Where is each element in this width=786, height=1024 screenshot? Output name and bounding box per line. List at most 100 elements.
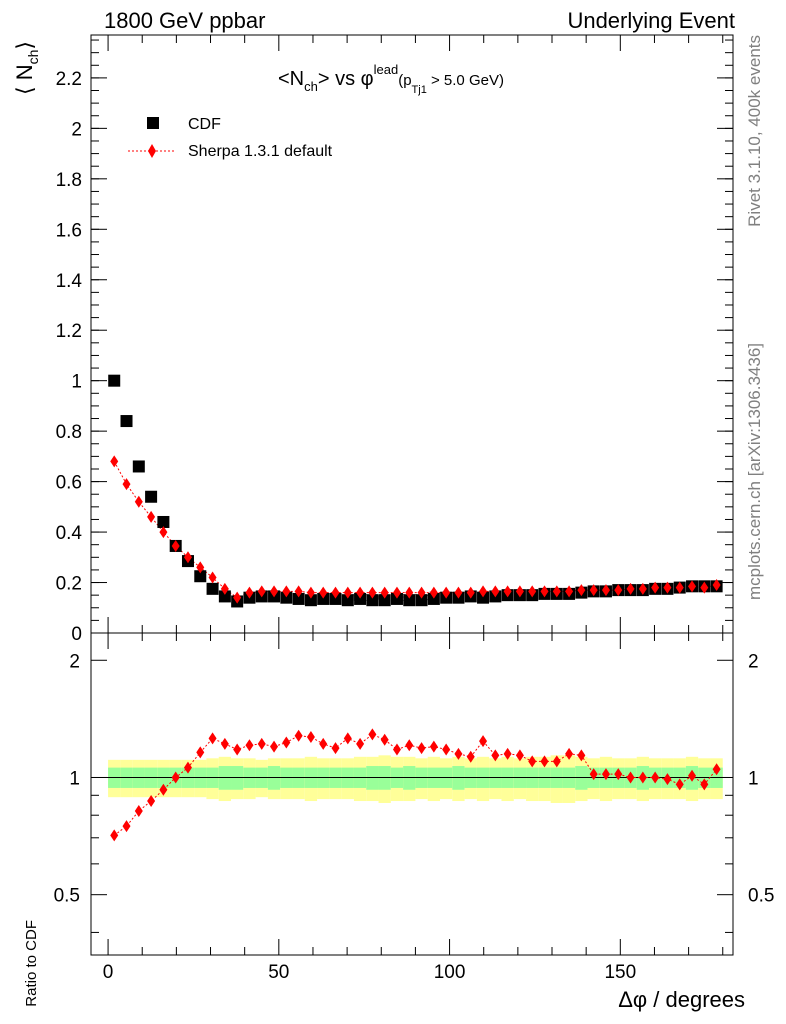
ratio-point [565,747,574,760]
ratio-panel-frame [90,632,734,956]
sherpa-point [257,585,266,598]
cdf-point [427,592,440,605]
sherpa-point [134,495,143,508]
title-part-cut: > 5.0 GeV) [427,72,504,89]
cdf-point [280,591,293,604]
sherpa-point [466,586,475,599]
sherpa-point [454,586,463,599]
sherpa-point [626,582,635,595]
ratio-point [417,742,426,755]
sherpa-point [589,584,598,597]
sherpa-point [417,586,426,599]
main-title: <Nch> vs φlead(pTj1 > 5.0 GeV) [278,62,504,96]
sherpa-point [405,586,414,599]
title-part-lead: lead [374,62,399,77]
sherpa-point [651,581,660,594]
cdf-point [304,594,317,607]
sherpa-point [368,586,377,599]
title-part-mid: > vs [318,68,361,90]
sherpa-point [356,586,365,599]
ylabel-open: ⟨ N [12,64,37,95]
title-part-tj1: Tj1 [412,84,427,96]
main-axis-ticks: 0 0.2 0.4 0.6 0.8 1 1.2 1.4 1.6 1.8 2 2.2 [56,35,733,645]
cdf-point [403,594,416,607]
y-tick-label: 0.4 [56,523,83,544]
cdf-point [145,490,158,503]
main-panel: mcplots.cern.ch 00.20.40.60.811.21.41.61… [12,34,734,645]
main-y-label: ⟨ Nch⟩ [12,41,41,95]
ylabel-close: ⟩ [12,41,37,50]
ratio-point [110,829,119,842]
ratio-point [552,755,561,768]
sherpa-point [306,586,315,599]
sherpa-point [159,526,168,539]
sherpa-point [183,551,192,564]
cdf-point [194,570,207,583]
ratio-point [356,737,365,750]
ratio-point [638,771,647,784]
legend-sherpa-label: Sherpa 1.3.1 default [188,143,333,160]
ratio-point [688,769,697,782]
y-tick-label: 1.2 [56,321,82,342]
cdf-point [218,590,231,603]
x-tick-label: 100 [434,962,466,983]
ratio-y-tick-label-right: 0.5 [748,886,774,907]
y-tick-label: 0.8 [56,422,82,443]
sherpa-point [380,586,389,599]
ratio-point [700,778,709,791]
ratio-axis-ticks: 0 50 100 150 0.5 0.5 1 1 2 2 [54,633,774,983]
sherpa-point [282,585,291,598]
cdf-point [390,592,403,605]
mcplots-label: mcplots.cern.ch [arXiv:1306.3436] [745,343,764,600]
ratio-point [171,771,180,784]
ratio-point [454,747,463,760]
cdf-point [157,515,170,528]
cdf-point [317,592,330,605]
ratio-point [343,732,352,745]
sherpa-point [565,585,574,598]
title-part-ch: ch [304,79,318,94]
ratio-point [663,773,672,786]
ratio-y-tick-label-left: 0.5 [54,886,80,907]
cdf-point [329,592,342,605]
sherpa-point [233,591,242,604]
ratio-point [319,737,328,750]
y-tick-label: 2 [71,119,82,140]
y-tick-label: 2.2 [56,69,82,90]
sherpa-point [688,580,697,593]
sherpa-point [245,586,254,599]
sherpa-point [528,585,537,598]
ratio-point [196,746,205,759]
main-data-marks [108,374,723,608]
ratio-panel: 0 50 100 150 0.5 0.5 1 1 2 2 Ratio to CDF Δφ / de… [23,632,774,1012]
ratio-point [392,743,401,756]
sherpa-point [552,585,561,598]
ratio-y-tick-label-right: 2 [748,651,759,672]
ratio-point [601,768,610,781]
ratio-point [626,771,635,784]
cdf-point [206,582,219,595]
cdf-point [292,592,305,605]
svg-text:⟨ Nch⟩: ⟨ Nch⟩ [12,41,41,95]
ratio-point [122,820,131,833]
ratio-point [306,731,315,744]
cdf-point [415,594,428,607]
ratio-point [183,761,192,774]
ratio-point [479,735,488,748]
ratio-point [294,729,303,742]
cdf-point [120,415,133,428]
ratio-data-marks [110,728,721,842]
ratio-point [405,739,414,752]
sherpa-point [270,585,279,598]
sherpa-point [171,539,180,552]
y-tick-label: 0.6 [56,473,82,494]
x-axis-label: Δφ / degrees [618,987,745,1012]
sherpa-point [540,585,549,598]
ratio-point [491,749,500,762]
sherpa-point [442,586,451,599]
y-tick-label: 0.2 [56,574,82,595]
cdf-point [132,460,145,473]
sherpa-point [503,585,512,598]
ratio-point [208,732,217,745]
sherpa-point [147,510,156,523]
